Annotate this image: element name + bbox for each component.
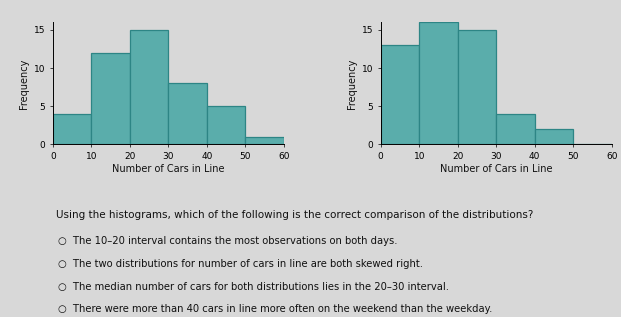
Bar (381, 45, 419, 145)
Bar (130, 30, 168, 145)
Text: Using the histograms, which of the following is the correct comparison of the di: Using the histograms, which of the follo… (56, 210, 533, 220)
Bar (535, 129, 573, 145)
Y-axis label: Frequency: Frequency (19, 58, 29, 108)
Bar (91, 53, 130, 145)
Bar (496, 114, 535, 145)
Bar (419, 22, 458, 145)
Bar (168, 83, 207, 145)
Bar (458, 30, 496, 145)
X-axis label: Number of Cars in Line: Number of Cars in Line (112, 164, 225, 174)
Text: ○  The 10–20 interval contains the most observations on both days.: ○ The 10–20 interval contains the most o… (58, 236, 398, 246)
Y-axis label: Frequency: Frequency (347, 58, 358, 108)
Text: ○  The median number of cars for both distributions lies in the 20–30 interval.: ○ The median number of cars for both dis… (58, 281, 450, 292)
Bar (53, 114, 91, 145)
X-axis label: Number of Cars in Line: Number of Cars in Line (440, 164, 553, 174)
Bar (245, 137, 284, 145)
Text: ○  The two distributions for number of cars in line are both skewed right.: ○ The two distributions for number of ca… (58, 259, 424, 269)
Bar (207, 106, 245, 145)
Text: ○  There were more than 40 cars in line more often on the weekend than the weekd: ○ There were more than 40 cars in line m… (58, 304, 492, 314)
